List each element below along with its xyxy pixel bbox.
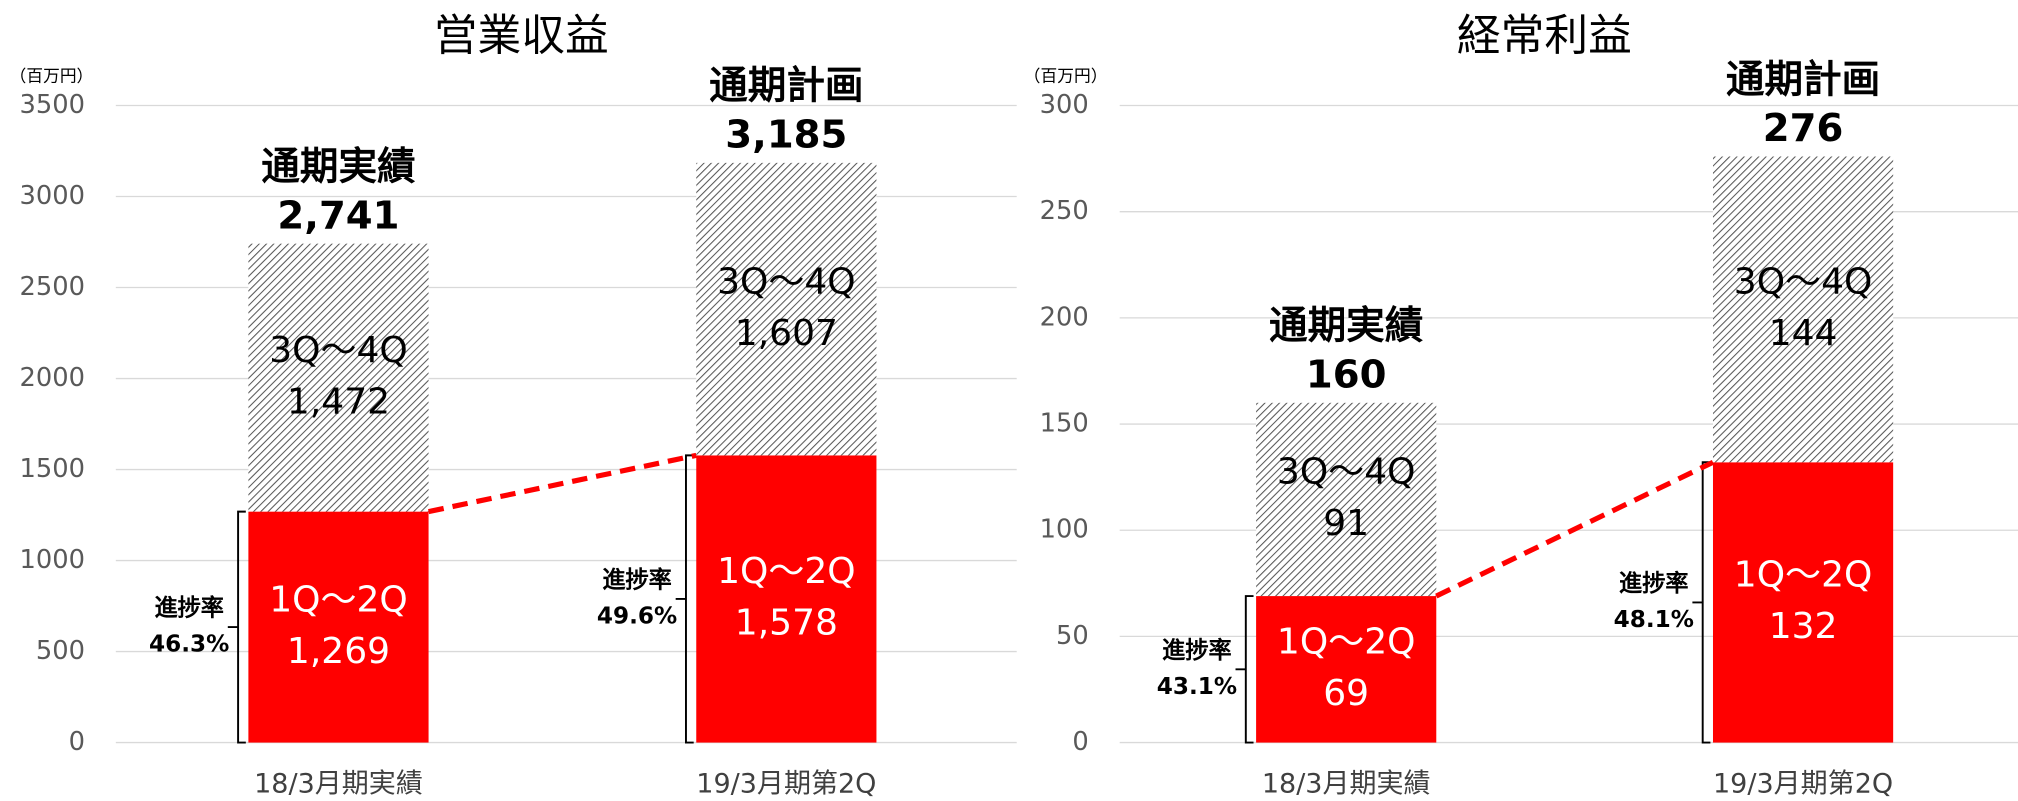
data-label: 91 xyxy=(1323,503,1369,544)
bar-segment xyxy=(1256,402,1437,597)
trend-line xyxy=(1435,459,1715,599)
progress-title: 進捗率 xyxy=(154,595,223,622)
progress-bracket xyxy=(227,510,246,744)
data-label: 144 xyxy=(1769,313,1838,354)
unit-label: （百万円） xyxy=(10,66,94,86)
total-name: 通期計画 xyxy=(709,64,863,109)
data-label: 1,607 xyxy=(735,313,838,354)
x-tick-label: 19/3月期第2Q xyxy=(1713,769,1893,800)
trend-line xyxy=(428,452,697,515)
y-tick-label: 500 xyxy=(36,636,85,666)
total-name: 通期計画 xyxy=(1726,57,1880,102)
data-label: 1,472 xyxy=(287,381,390,422)
y-tick-label: 2000 xyxy=(19,363,84,393)
y-tick-label: 3000 xyxy=(19,181,84,211)
segment-name: 3Q～4Q xyxy=(1734,262,1873,303)
bar-segment xyxy=(248,243,429,512)
progress-bracket xyxy=(675,454,694,744)
y-tick-label: 250 xyxy=(1040,196,1089,226)
total-name: 通期実績 xyxy=(1269,304,1424,349)
data-label: 132 xyxy=(1769,606,1838,647)
progress-title: 進捗率 xyxy=(1162,637,1231,664)
x-tick-label: 18/3月期実績 xyxy=(1262,769,1431,800)
y-tick-label: 100 xyxy=(1040,515,1089,545)
total-name: 通期実績 xyxy=(261,145,416,190)
segment-name: 3Q～4Q xyxy=(717,261,856,302)
segment-name: 1Q～2Q xyxy=(1734,555,1873,596)
unit-label: （百万円） xyxy=(1024,66,1108,86)
y-tick-label: 3500 xyxy=(19,90,84,120)
segment-name: 3Q～4Q xyxy=(1277,452,1416,493)
data-label: 1,269 xyxy=(287,631,390,672)
progress-bracket xyxy=(1692,461,1711,744)
total-label: 2,741 xyxy=(277,193,399,238)
progress-label: 49.6% xyxy=(597,603,677,629)
segment-name: 1Q～2Q xyxy=(269,579,408,620)
progress-label: 48.1% xyxy=(1614,607,1694,633)
chart-title: 営業収益 xyxy=(434,11,609,62)
bar-segment xyxy=(696,455,877,743)
progress-label: 43.1% xyxy=(1157,674,1237,700)
total-label: 160 xyxy=(1306,353,1387,398)
segment-name: 3Q～4Q xyxy=(269,330,408,371)
bar-segment xyxy=(1712,462,1894,743)
bar-segment xyxy=(696,162,877,456)
y-tick-label: 2500 xyxy=(19,272,84,302)
total-label: 276 xyxy=(1763,106,1844,151)
x-tick-label: 19/3月期第2Q xyxy=(696,769,876,800)
bar-segment xyxy=(248,511,429,743)
y-tick-label: 150 xyxy=(1040,409,1089,439)
y-tick-label: 0 xyxy=(69,727,85,757)
progress-label: 46.3% xyxy=(149,632,229,658)
segment-name: 1Q～2Q xyxy=(717,551,856,592)
y-tick-label: 50 xyxy=(1056,621,1089,651)
data-label: 69 xyxy=(1323,673,1369,714)
y-tick-label: 200 xyxy=(1040,302,1089,332)
progress-title: 進捗率 xyxy=(1619,570,1688,597)
total-label: 3,185 xyxy=(725,113,847,158)
chart-title: 経常利益 xyxy=(1457,11,1632,62)
progress-bracket xyxy=(1235,595,1254,744)
progress-title: 進捗率 xyxy=(602,566,671,593)
bar-segment xyxy=(1712,156,1894,463)
y-tick-label: 300 xyxy=(1040,90,1089,120)
bar-segment xyxy=(1256,596,1437,743)
data-label: 1,578 xyxy=(735,603,838,644)
segment-name: 1Q～2Q xyxy=(1277,622,1416,663)
y-tick-label: 0 xyxy=(1072,727,1088,757)
y-tick-label: 1000 xyxy=(19,545,84,575)
x-tick-label: 18/3月期実績 xyxy=(254,769,423,800)
y-tick-label: 1500 xyxy=(19,454,84,484)
